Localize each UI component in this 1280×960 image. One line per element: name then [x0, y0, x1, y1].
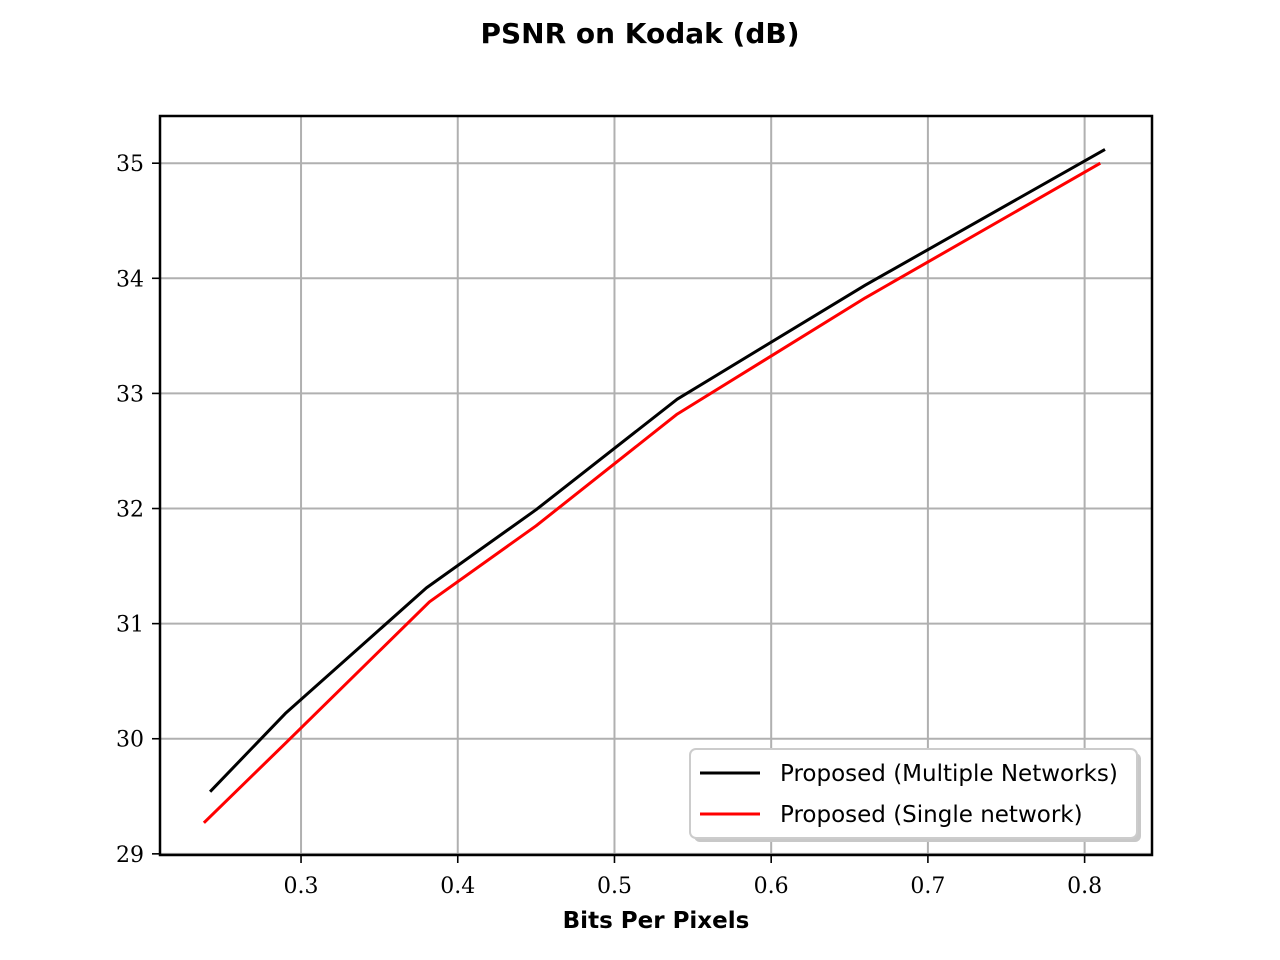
legend: Proposed (Multiple Networks) Proposed (Si…: [689, 748, 1141, 842]
plot-frame: [158, 114, 1154, 857]
y-tick-label: 32: [116, 498, 144, 523]
series-line-2: [202, 161, 1102, 824]
y-tick-label: 34: [116, 267, 144, 292]
x-tick-label: 0.3: [284, 874, 319, 899]
y-tick-label: 35: [116, 152, 144, 177]
y-axis-ticks: 29 30 31 32 33 34 35: [116, 152, 160, 868]
x-tick-label: 0.4: [440, 874, 475, 899]
chart-title: PSNR on Kodak (dB): [480, 17, 799, 50]
series-line-1: [209, 148, 1106, 793]
x-axis-ticks: 0.3 0.4 0.5 0.6 0.7 0.8: [284, 855, 1102, 899]
x-axis-label: Bits Per Pixels: [563, 908, 750, 934]
y-tick-label: 33: [116, 382, 144, 407]
legend-label: Proposed (Single network): [780, 802, 1083, 828]
x-tick-label: 0.8: [1067, 874, 1102, 899]
x-tick-label: 0.7: [910, 874, 945, 899]
legend-label: Proposed (Multiple Networks): [780, 761, 1118, 787]
y-tick-label: 31: [116, 613, 144, 638]
x-tick-label: 0.6: [754, 874, 789, 899]
plot-background: [160, 116, 1152, 855]
legend-box: [689, 748, 1138, 839]
grid: [160, 116, 1152, 855]
y-tick-label: 29: [116, 843, 144, 868]
series-layer: [202, 148, 1106, 824]
y-tick-label: 30: [116, 728, 144, 753]
x-tick-label: 0.5: [597, 874, 632, 899]
